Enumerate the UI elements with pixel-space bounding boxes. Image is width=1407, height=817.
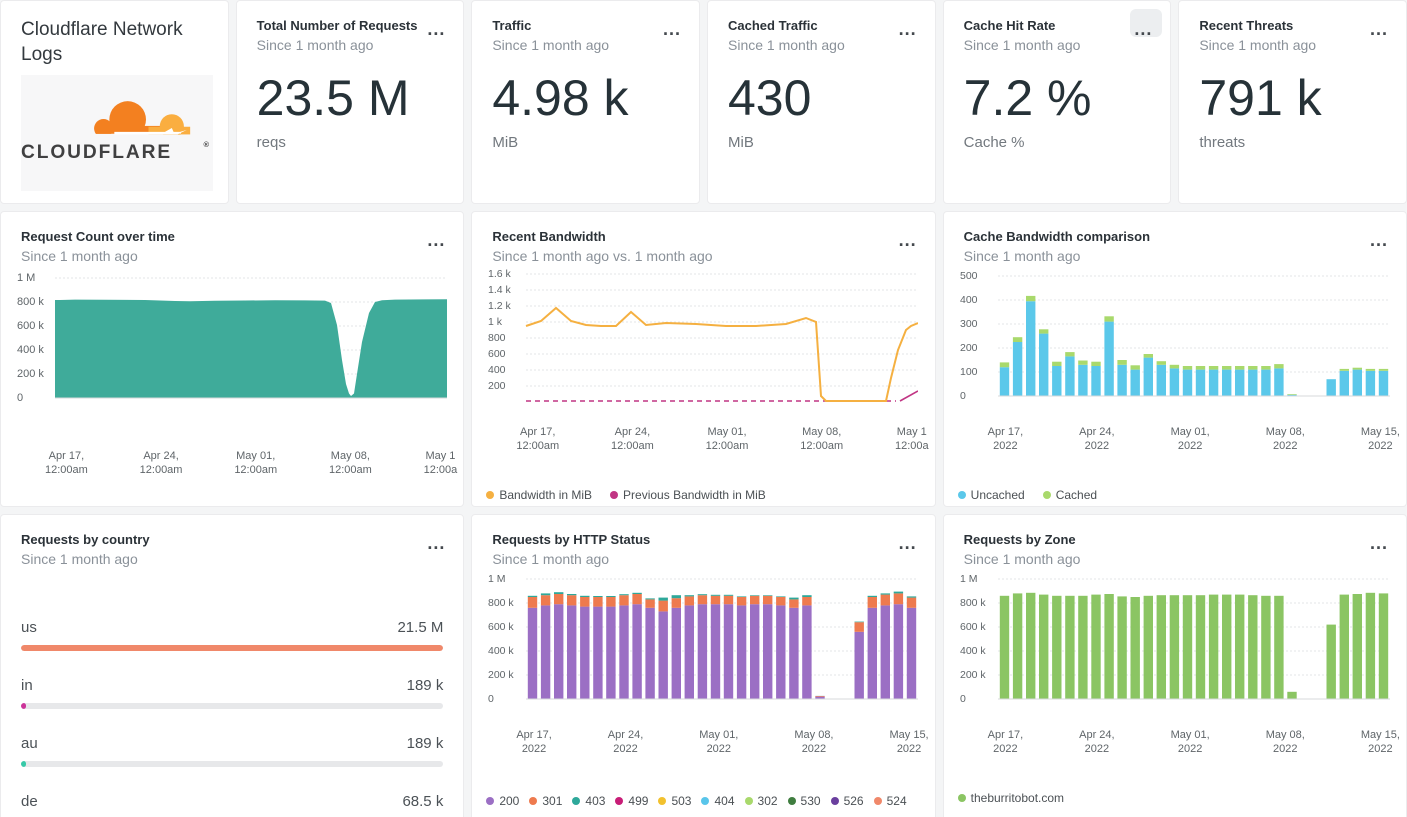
svg-text:1 M: 1 M — [488, 573, 506, 585]
svg-text:800 k: 800 k — [488, 597, 514, 609]
svg-text:1.2 k: 1.2 k — [488, 300, 512, 312]
svg-text:1 M: 1 M — [960, 573, 978, 585]
svg-text:600 k: 600 k — [960, 621, 986, 633]
svg-text:300: 300 — [960, 318, 978, 330]
svg-text:200: 200 — [488, 380, 506, 392]
svg-text:CLOUDFLARE: CLOUDFLARE — [21, 142, 172, 163]
svg-text:1 M: 1 M — [17, 272, 35, 284]
svg-text:0: 0 — [17, 392, 23, 404]
svg-text:0: 0 — [960, 693, 966, 705]
svg-text:®: ® — [203, 141, 209, 150]
svg-text:200 k: 200 k — [960, 669, 986, 681]
svg-text:100: 100 — [960, 366, 978, 378]
svg-text:800 k: 800 k — [960, 597, 986, 609]
svg-text:400: 400 — [488, 364, 506, 376]
svg-text:0: 0 — [488, 693, 494, 705]
svg-text:400 k: 400 k — [960, 645, 986, 657]
svg-text:400 k: 400 k — [17, 344, 44, 356]
svg-text:400: 400 — [960, 294, 978, 306]
svg-text:200: 200 — [960, 342, 978, 354]
svg-text:600 k: 600 k — [17, 320, 44, 332]
svg-text:400 k: 400 k — [488, 645, 514, 657]
svg-text:1.4 k: 1.4 k — [488, 284, 512, 296]
svg-text:500: 500 — [960, 270, 978, 282]
svg-text:800: 800 — [488, 332, 506, 344]
svg-text:600: 600 — [488, 348, 506, 360]
svg-text:1.6 k: 1.6 k — [488, 268, 512, 280]
svg-text:0: 0 — [960, 390, 966, 402]
svg-text:1 k: 1 k — [488, 316, 503, 328]
svg-text:200 k: 200 k — [488, 669, 514, 681]
svg-text:600 k: 600 k — [488, 621, 514, 633]
svg-text:800 k: 800 k — [17, 296, 44, 308]
svg-text:200 k: 200 k — [17, 368, 44, 380]
